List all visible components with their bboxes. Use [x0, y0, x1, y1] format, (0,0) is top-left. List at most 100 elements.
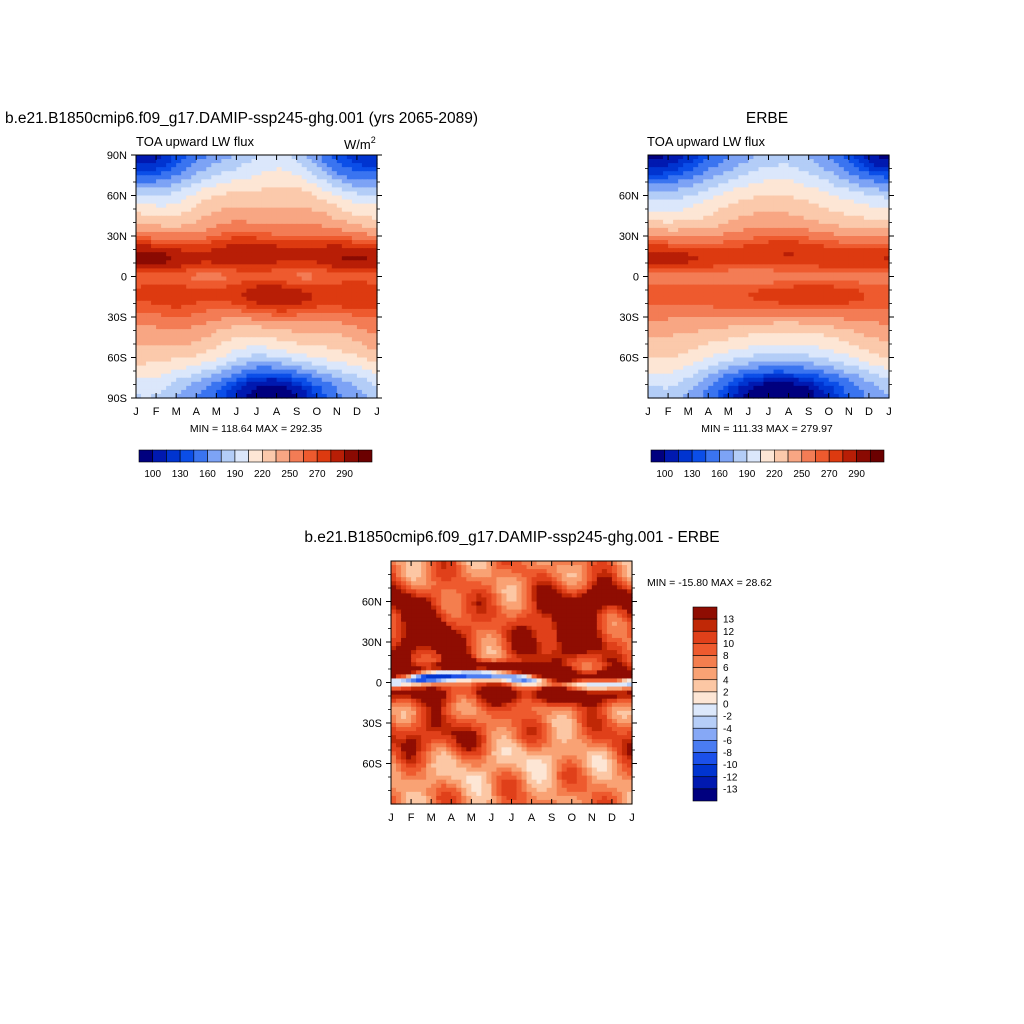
heatmap-cell — [838, 272, 845, 278]
heatmap-cell — [196, 312, 202, 318]
heatmap-cell — [346, 333, 353, 338]
heatmap-cell — [166, 211, 172, 217]
heatmap-cell — [803, 227, 810, 233]
heatmap-cell — [306, 159, 313, 164]
heatmap-cell — [156, 280, 162, 286]
heatmap-cell — [326, 231, 333, 237]
colorbar-box — [289, 449, 304, 463]
heatmap-cell — [356, 312, 363, 318]
heatmap-cell — [311, 304, 318, 310]
heatmap-cell — [221, 223, 227, 229]
heatmap-cell — [266, 325, 273, 330]
heatmap-cell — [708, 187, 714, 193]
heatmap-cell — [156, 231, 162, 237]
heatmap-cell — [793, 171, 800, 176]
heatmap-cell — [336, 195, 343, 201]
heatmap-cell — [226, 195, 232, 201]
heatmap-cell — [788, 264, 795, 269]
heatmap-cell — [853, 179, 860, 184]
heatmap-cell — [843, 312, 850, 318]
heatmap-cell — [803, 268, 810, 274]
heatmap-cell — [788, 163, 795, 168]
heatmap-cell — [361, 163, 368, 168]
heatmap-cell — [833, 171, 840, 176]
heatmap-cell — [658, 187, 664, 193]
heatmap-cell — [738, 252, 744, 257]
heatmap-cell — [803, 183, 810, 188]
heatmap-cell — [316, 191, 323, 197]
heatmap-cell — [341, 207, 348, 213]
heatmap-cell — [141, 365, 147, 371]
heatmap-cell — [753, 268, 760, 274]
heatmap-cell — [216, 167, 222, 172]
heatmap-cell — [311, 167, 318, 172]
heatmap-cell — [286, 341, 293, 346]
heatmap-cell — [246, 276, 253, 282]
heatmap-cell — [673, 159, 679, 164]
heatmap-cell — [778, 276, 785, 282]
heatmap-cell — [848, 171, 855, 176]
heatmap-cell — [351, 264, 358, 269]
heatmap-cell — [321, 325, 328, 330]
heatmap-cell — [698, 321, 704, 326]
heatmap-cell — [648, 321, 654, 326]
heatmap-cell — [823, 167, 830, 172]
heatmap-cell — [191, 389, 197, 395]
heatmap-cell — [356, 361, 363, 367]
heatmap-cell — [788, 167, 795, 172]
heatmap-cell — [753, 252, 760, 257]
heatmap-cell — [346, 272, 353, 278]
heatmap-cell — [311, 312, 318, 318]
heatmap-cell — [166, 236, 172, 241]
heatmap-cell — [798, 167, 805, 172]
heatmap-cell — [221, 377, 227, 383]
heatmap-cell — [311, 175, 318, 180]
heatmap-cell — [853, 244, 860, 249]
heatmap-cell — [241, 373, 248, 379]
heatmap-cell — [703, 159, 709, 164]
heatmap-cell — [296, 167, 303, 172]
heatmap-cell — [196, 199, 202, 205]
heatmap-cell — [266, 159, 273, 164]
heatmap-cell — [346, 288, 353, 294]
heatmap-cell — [331, 312, 338, 318]
heatmap-cell — [286, 296, 293, 302]
heatmap-cell — [156, 163, 162, 168]
heatmap-cell — [693, 231, 699, 237]
heatmap-cell — [246, 308, 253, 314]
heatmap-cell — [156, 393, 162, 399]
heatmap-cell — [221, 365, 227, 371]
heatmap-cell — [718, 179, 724, 184]
heatmap-cell — [276, 292, 283, 298]
heatmap-cell — [231, 252, 238, 257]
heatmap-cell — [713, 155, 719, 160]
heatmap-cell — [673, 179, 679, 184]
heatmap-cell — [728, 227, 734, 233]
heatmap-cell — [316, 183, 323, 188]
heatmap-cell — [331, 337, 338, 342]
heatmap-cell — [813, 159, 820, 164]
heatmap-cell — [793, 179, 800, 184]
heatmap-cell — [708, 227, 714, 233]
heatmap-cell — [863, 203, 870, 209]
heatmap-cell — [356, 219, 363, 225]
heatmap-cell — [251, 187, 258, 193]
heatmap-cell — [673, 183, 679, 188]
heatmap-cell — [296, 373, 303, 379]
heatmap-cell — [708, 264, 714, 269]
heatmap-cell — [231, 203, 238, 209]
heatmap-cell — [286, 317, 293, 322]
heatmap-cell — [316, 292, 323, 298]
heatmap-cell — [356, 317, 363, 322]
heatmap-cell — [291, 207, 298, 213]
heatmap-cell — [211, 183, 217, 188]
heatmap-cell — [808, 203, 815, 209]
heatmap-cell — [858, 236, 865, 241]
heatmap-cell — [156, 284, 162, 290]
heatmap-cell — [326, 179, 333, 184]
heatmap-cell — [306, 312, 313, 318]
heatmap-cell — [793, 288, 800, 294]
heatmap-cell — [873, 264, 880, 269]
heatmap-cell — [266, 280, 273, 286]
heatmap-cell — [136, 260, 142, 265]
